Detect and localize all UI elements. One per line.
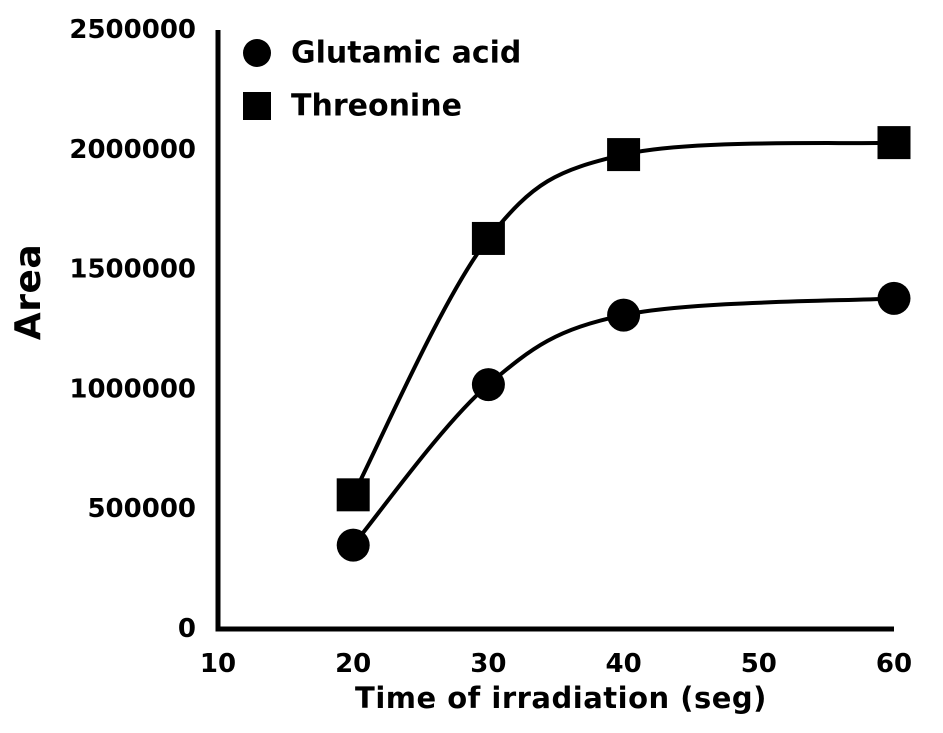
series-line-threonine bbox=[351, 140, 895, 496]
data-point-marker-circle bbox=[471, 368, 505, 402]
y-tick-label: 1000000 bbox=[69, 374, 196, 404]
x-tick-label: 40 bbox=[606, 649, 642, 679]
y-tick-label: 500000 bbox=[87, 494, 196, 524]
x-tick-label: 30 bbox=[470, 649, 506, 679]
y-tick-label: 2500000 bbox=[69, 15, 196, 45]
legend-marker-circle-icon bbox=[243, 39, 271, 67]
x-tick-label: 50 bbox=[741, 649, 777, 679]
legend-label: Glutamic acid bbox=[291, 36, 521, 71]
y-tick-label: 2000000 bbox=[69, 135, 196, 165]
legend-marker-square-icon bbox=[243, 92, 271, 120]
data-point-marker-square bbox=[336, 478, 370, 512]
data-point-marker-square bbox=[607, 138, 641, 172]
x-axis-title: Time of irradiation (seg) bbox=[355, 681, 767, 715]
y-tick-label: 0 bbox=[178, 614, 196, 644]
data-point-marker-square bbox=[877, 126, 911, 160]
y-tick-label: 1500000 bbox=[69, 255, 196, 285]
y-axis-title: Area bbox=[8, 243, 49, 341]
data-point-marker-circle bbox=[607, 298, 641, 332]
x-tick-label: 60 bbox=[876, 649, 912, 679]
data-point-marker-circle bbox=[877, 281, 911, 315]
x-tick-label: 20 bbox=[335, 649, 371, 679]
data-point-marker-square bbox=[471, 221, 505, 255]
series-line-glutamic-acid bbox=[351, 296, 895, 547]
x-tick-label: 10 bbox=[200, 649, 236, 679]
legend-label: Threonine bbox=[291, 89, 462, 124]
axis-lines bbox=[215, 30, 894, 632]
data-point-marker-circle bbox=[336, 528, 370, 562]
